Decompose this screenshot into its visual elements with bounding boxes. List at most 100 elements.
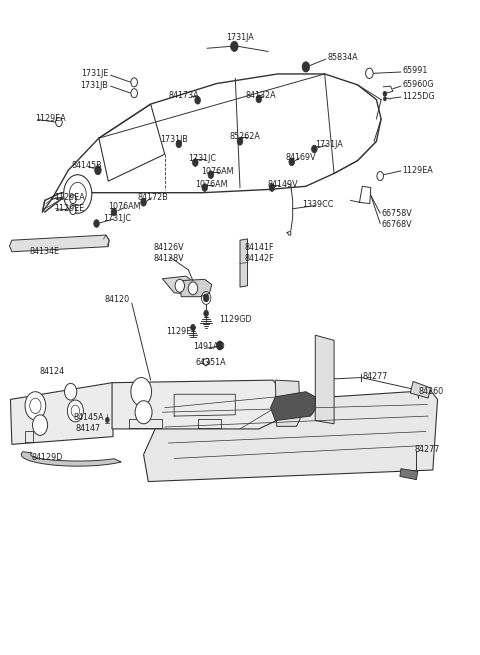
- Text: 84277: 84277: [362, 373, 388, 381]
- Polygon shape: [180, 279, 212, 297]
- Text: 84128V: 84128V: [153, 254, 184, 263]
- Circle shape: [383, 91, 387, 96]
- Circle shape: [33, 415, 48, 436]
- Circle shape: [141, 198, 146, 206]
- Circle shape: [302, 62, 310, 72]
- Text: 84173A: 84173A: [168, 90, 199, 100]
- Circle shape: [63, 175, 92, 214]
- Text: 1076AM: 1076AM: [108, 202, 141, 212]
- Text: 1076AM: 1076AM: [201, 167, 234, 176]
- Polygon shape: [144, 390, 438, 481]
- Text: 66768V: 66768V: [381, 219, 412, 229]
- Circle shape: [95, 166, 101, 175]
- Text: 1731JE: 1731JE: [81, 69, 108, 79]
- Polygon shape: [10, 235, 109, 252]
- Circle shape: [192, 159, 198, 166]
- Circle shape: [204, 310, 208, 316]
- Circle shape: [25, 392, 46, 420]
- Circle shape: [71, 405, 80, 417]
- Text: 1129EA: 1129EA: [36, 115, 66, 123]
- Circle shape: [377, 172, 384, 181]
- Text: 85262A: 85262A: [229, 132, 260, 141]
- Circle shape: [94, 219, 99, 227]
- Text: 1125DG: 1125DG: [402, 92, 435, 101]
- Text: 84277: 84277: [414, 445, 439, 454]
- Polygon shape: [21, 452, 121, 466]
- Circle shape: [175, 279, 184, 292]
- Text: 84149V: 84149V: [267, 180, 298, 189]
- Circle shape: [230, 41, 238, 52]
- Text: 1339CC: 1339CC: [302, 200, 333, 209]
- Text: 64351A: 64351A: [195, 358, 226, 367]
- Circle shape: [64, 383, 77, 400]
- Circle shape: [69, 183, 86, 206]
- Circle shape: [366, 68, 373, 79]
- Text: 1129EY: 1129EY: [166, 328, 196, 337]
- Text: 84169V: 84169V: [286, 153, 316, 162]
- Polygon shape: [162, 276, 200, 294]
- Text: 1491AD: 1491AD: [193, 342, 225, 350]
- Text: 84145A: 84145A: [73, 413, 104, 422]
- Text: 65960G: 65960G: [402, 81, 434, 89]
- Text: 1731JC: 1731JC: [103, 214, 131, 223]
- Text: 84124: 84124: [39, 367, 64, 376]
- Text: 84129D: 84129D: [32, 453, 63, 462]
- Text: 1731JB: 1731JB: [81, 81, 108, 90]
- Circle shape: [30, 398, 41, 413]
- Text: 84120: 84120: [104, 295, 129, 305]
- Circle shape: [176, 140, 181, 148]
- Circle shape: [131, 78, 137, 86]
- Text: 1731JB: 1731JB: [160, 135, 188, 144]
- Polygon shape: [240, 239, 248, 287]
- Text: 1129EE: 1129EE: [54, 204, 84, 213]
- Text: 84142F: 84142F: [244, 254, 274, 263]
- Text: 85834A: 85834A: [327, 54, 358, 62]
- Circle shape: [135, 401, 152, 424]
- Circle shape: [188, 282, 198, 295]
- Text: 1731JA: 1731JA: [315, 140, 343, 149]
- Text: 84172B: 84172B: [138, 193, 168, 202]
- Text: 84134E: 84134E: [30, 247, 60, 256]
- Circle shape: [216, 341, 223, 350]
- Text: 84141F: 84141F: [244, 244, 274, 252]
- Text: 84260: 84260: [419, 387, 444, 396]
- Polygon shape: [271, 392, 315, 421]
- Circle shape: [208, 171, 214, 179]
- Circle shape: [131, 88, 137, 98]
- Circle shape: [56, 118, 62, 126]
- Circle shape: [202, 183, 207, 191]
- Polygon shape: [275, 380, 300, 426]
- Circle shape: [70, 206, 76, 215]
- Text: 1731JA: 1731JA: [226, 33, 254, 42]
- Polygon shape: [315, 335, 334, 424]
- Text: 84126V: 84126V: [153, 244, 184, 252]
- Circle shape: [237, 138, 243, 145]
- Circle shape: [289, 158, 295, 166]
- Circle shape: [204, 294, 209, 302]
- Polygon shape: [410, 381, 431, 398]
- Circle shape: [195, 96, 201, 104]
- Text: 1129EA: 1129EA: [54, 193, 85, 202]
- Text: 84145B: 84145B: [72, 161, 102, 170]
- Circle shape: [67, 400, 84, 422]
- Circle shape: [70, 195, 76, 204]
- Text: 84132A: 84132A: [246, 90, 276, 100]
- Polygon shape: [112, 380, 282, 429]
- Text: 65991: 65991: [402, 66, 428, 75]
- Circle shape: [256, 95, 262, 103]
- Text: 1129EA: 1129EA: [402, 166, 433, 175]
- Circle shape: [312, 145, 317, 153]
- Polygon shape: [400, 469, 418, 479]
- Circle shape: [131, 377, 152, 406]
- Text: 66758V: 66758V: [381, 209, 412, 217]
- Text: 1129GD: 1129GD: [219, 314, 252, 324]
- Circle shape: [106, 417, 109, 422]
- Text: 84147: 84147: [76, 424, 101, 433]
- Circle shape: [384, 97, 386, 101]
- Circle shape: [269, 183, 275, 191]
- Polygon shape: [11, 383, 121, 444]
- Circle shape: [191, 324, 195, 331]
- Text: 1076AM: 1076AM: [195, 180, 228, 189]
- Text: 1731JC: 1731JC: [188, 154, 216, 163]
- Circle shape: [111, 208, 117, 215]
